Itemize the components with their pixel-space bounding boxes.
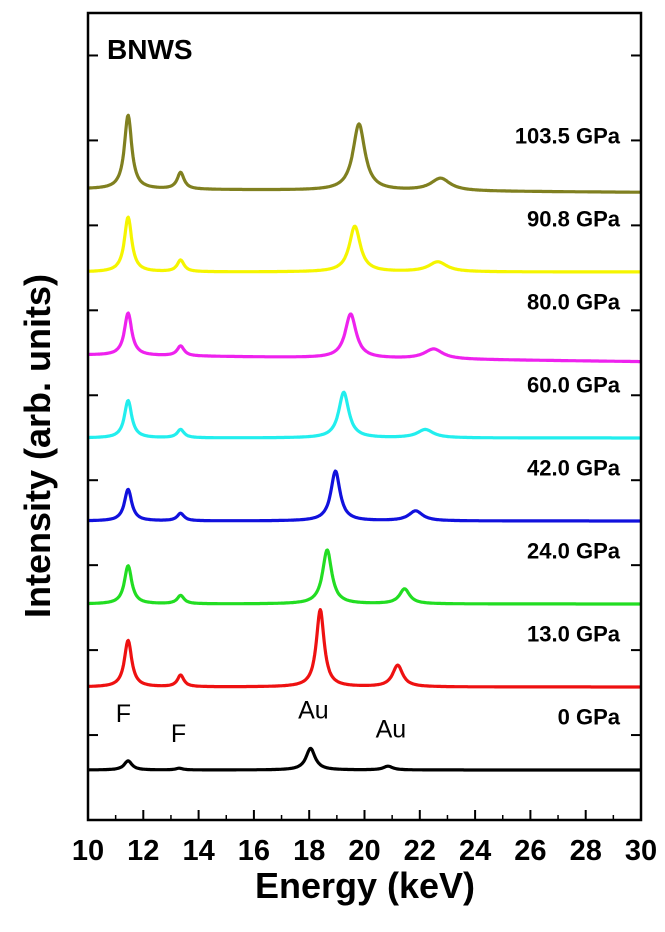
x-tick-label: 24: [459, 835, 491, 867]
x-tick-label: 18: [293, 835, 325, 867]
x-tick-label: 28: [570, 835, 602, 867]
chart-title: BNWS: [107, 34, 193, 65]
series-label-1: 13.0 GPa: [527, 621, 621, 646]
series-label-5: 80.0 GPa: [527, 289, 621, 314]
x-tick-label: 14: [182, 835, 214, 867]
series-label-6: 90.8 GPa: [527, 206, 621, 231]
x-tick-label: 22: [404, 835, 436, 867]
series-label-0: 0 GPa: [558, 704, 621, 729]
series-line-2: [87, 548, 642, 606]
series-line-5: [87, 311, 642, 364]
axis-ticks: 10 12 14 16 18 20 22 24 26 28 30: [72, 54, 657, 867]
series-layer: [87, 113, 642, 772]
x-tick-label: 26: [514, 835, 546, 867]
series-line-0: [87, 746, 642, 772]
x-axis-label: Energy (keV): [255, 865, 475, 906]
series-label-3: 42.0 GPa: [527, 455, 621, 480]
series-line-1: [87, 608, 642, 689]
y-axis-label: Intensity (arb. units): [17, 274, 58, 618]
series-line-6: [87, 215, 642, 274]
x-tick-label: 12: [127, 835, 159, 867]
x-tick-label: 10: [72, 835, 104, 867]
series-labels: 0 GPa 13.0 GPa 24.0 GPa 42.0 GPa 60.0 GPa 80.…: [515, 123, 621, 729]
peak-annotation-1: F: [171, 720, 186, 748]
x-tick-label: 30: [625, 835, 657, 867]
series-line-3: [87, 469, 642, 523]
series-label-2: 24.0 GPa: [527, 538, 621, 563]
series-line-7: [87, 113, 642, 194]
series-label-7: 103.5 GPa: [515, 123, 621, 148]
peak-annotations: F F Au Au: [116, 697, 406, 748]
peak-annotation-2: Au: [298, 697, 329, 725]
x-tick-label: 16: [238, 835, 270, 867]
x-tick-label: 20: [348, 835, 380, 867]
peak-annotation-3: Au: [376, 716, 407, 744]
series-line-4: [87, 390, 642, 440]
plot-frame: [86, 11, 643, 822]
series-label-4: 60.0 GPa: [527, 372, 621, 397]
peak-annotation-0: F: [116, 700, 131, 728]
